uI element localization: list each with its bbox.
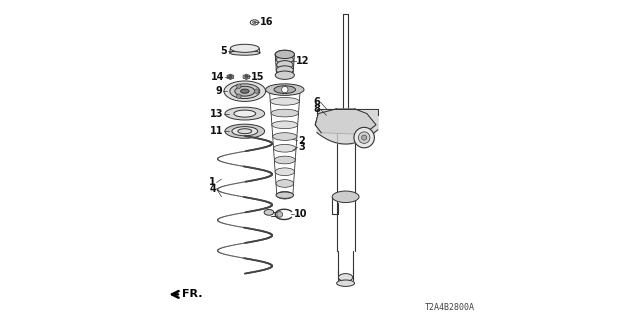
- Ellipse shape: [337, 118, 355, 125]
- Ellipse shape: [337, 280, 355, 286]
- Text: 15: 15: [251, 72, 265, 82]
- Ellipse shape: [273, 144, 296, 152]
- Ellipse shape: [275, 168, 294, 176]
- Text: T2A4B2800A: T2A4B2800A: [425, 303, 475, 312]
- Ellipse shape: [264, 210, 274, 215]
- Text: 14: 14: [211, 72, 225, 82]
- Text: 3: 3: [298, 142, 305, 152]
- Ellipse shape: [276, 192, 294, 198]
- Ellipse shape: [232, 127, 258, 136]
- Ellipse shape: [266, 84, 304, 95]
- Ellipse shape: [341, 120, 350, 126]
- Ellipse shape: [276, 61, 293, 69]
- Ellipse shape: [275, 71, 294, 79]
- Ellipse shape: [269, 86, 300, 93]
- Text: FR.: FR.: [182, 289, 202, 300]
- Text: 11: 11: [210, 126, 223, 136]
- Polygon shape: [315, 109, 376, 134]
- Ellipse shape: [253, 21, 256, 24]
- Text: 10: 10: [294, 209, 308, 220]
- Ellipse shape: [277, 191, 293, 199]
- Text: 13: 13: [210, 108, 223, 119]
- Polygon shape: [243, 74, 250, 79]
- Ellipse shape: [230, 44, 259, 52]
- Ellipse shape: [224, 81, 266, 101]
- Ellipse shape: [275, 50, 294, 59]
- Polygon shape: [227, 74, 234, 79]
- Circle shape: [362, 135, 367, 140]
- Ellipse shape: [332, 191, 359, 203]
- Circle shape: [255, 89, 259, 93]
- Ellipse shape: [272, 121, 298, 129]
- Text: 1: 1: [209, 177, 216, 188]
- Circle shape: [237, 94, 241, 99]
- Ellipse shape: [273, 133, 297, 140]
- Ellipse shape: [276, 180, 294, 187]
- Circle shape: [229, 75, 232, 78]
- Text: 2: 2: [298, 136, 305, 146]
- Ellipse shape: [270, 98, 300, 105]
- Ellipse shape: [276, 55, 293, 64]
- Ellipse shape: [238, 129, 252, 134]
- Circle shape: [245, 75, 248, 78]
- Ellipse shape: [275, 50, 294, 59]
- Text: 6: 6: [313, 97, 320, 108]
- Text: 4: 4: [209, 184, 216, 194]
- Ellipse shape: [225, 107, 265, 120]
- Ellipse shape: [241, 89, 249, 93]
- Text: 5: 5: [220, 46, 227, 56]
- Ellipse shape: [271, 109, 298, 117]
- Circle shape: [277, 212, 283, 217]
- Text: 9: 9: [216, 86, 223, 96]
- Ellipse shape: [234, 110, 256, 117]
- Ellipse shape: [225, 124, 265, 138]
- Ellipse shape: [230, 84, 260, 99]
- Ellipse shape: [276, 66, 293, 74]
- Circle shape: [237, 84, 241, 88]
- Text: 12: 12: [296, 56, 310, 66]
- Circle shape: [358, 132, 370, 143]
- Ellipse shape: [274, 86, 296, 93]
- Circle shape: [354, 127, 374, 148]
- Text: 16: 16: [260, 17, 273, 28]
- Ellipse shape: [339, 274, 353, 281]
- Ellipse shape: [250, 20, 259, 25]
- Circle shape: [282, 86, 288, 93]
- Ellipse shape: [230, 51, 260, 55]
- Text: 8: 8: [313, 104, 320, 115]
- Ellipse shape: [275, 156, 295, 164]
- Ellipse shape: [235, 86, 255, 96]
